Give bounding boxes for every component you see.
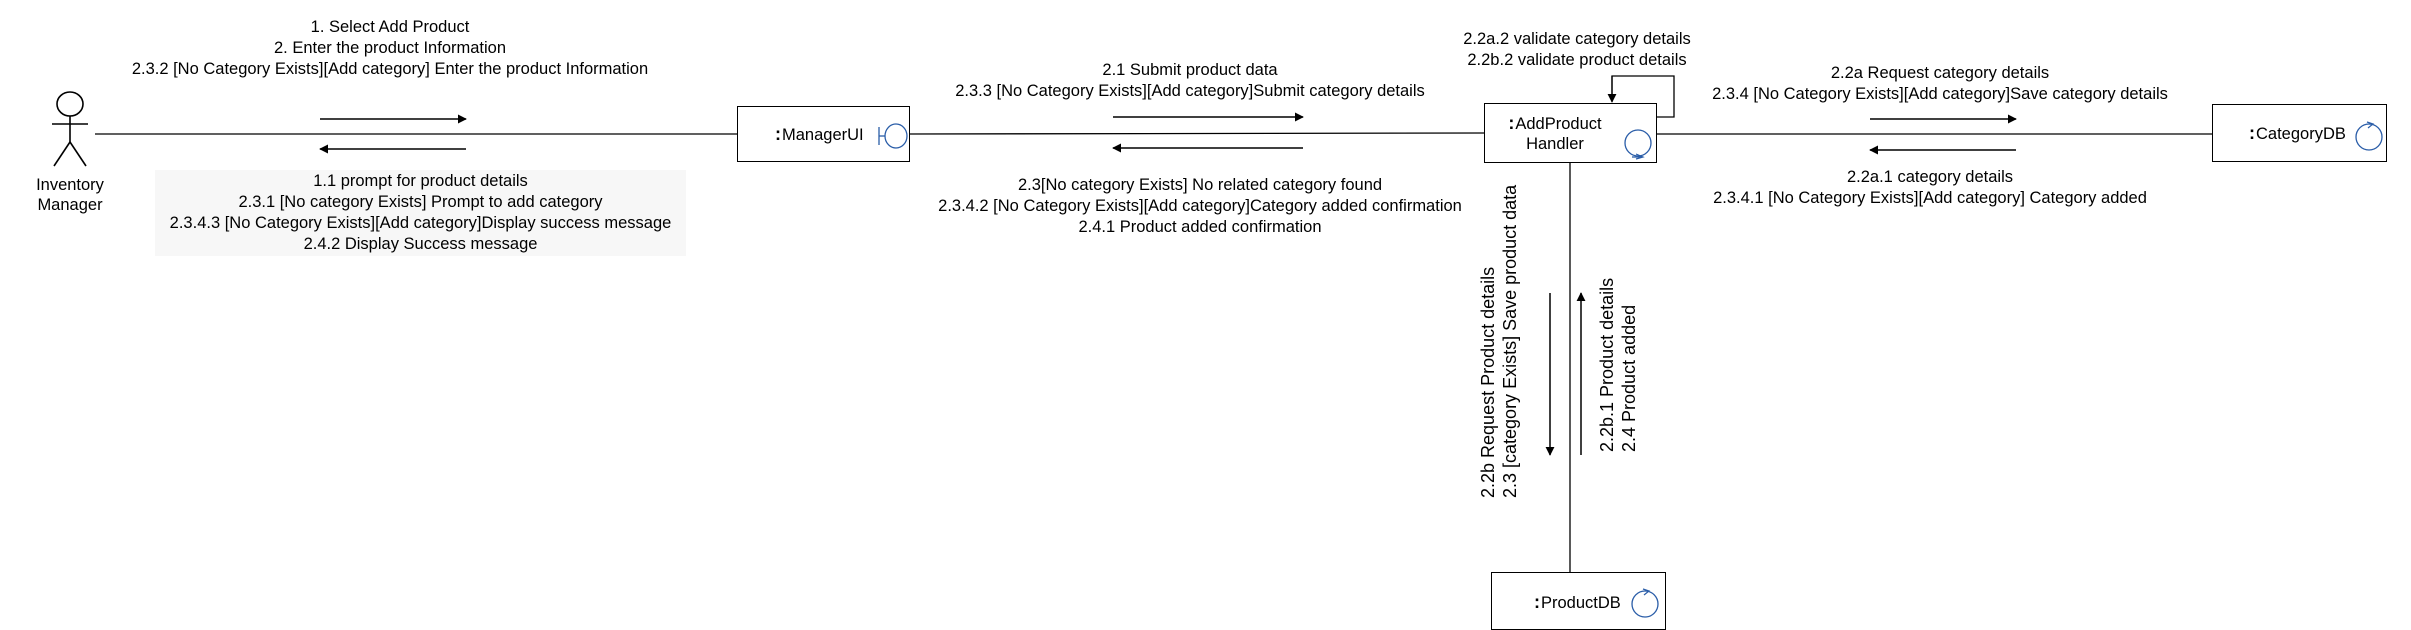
addproducthandler-object[interactable]: :AddProduct Handler (1484, 103, 1657, 163)
msg-managerui-to-actor: 1.1 prompt for product details 2.3.1 [No… (155, 171, 686, 255)
msg-self-loop: 2.2a.2 validate category details 2.2b.2 … (1447, 29, 1707, 71)
productdb-object[interactable]: :ProductDB (1491, 572, 1666, 630)
link-managerui-handler (909, 132, 1485, 135)
handler-prefix: : (1508, 113, 1515, 133)
categorydb-name: CategoryDB (2256, 125, 2346, 143)
message-label: 2.1 Submit product data (1102, 61, 1278, 79)
message-label: 2.3.1 [No category Exists] Prompt to add… (238, 193, 603, 211)
productdb-name: ProductDB (1541, 594, 1621, 612)
control-icon (1624, 129, 1652, 160)
msg-actor-to-managerui: 1. Select Add Product 2. Enter the produ… (130, 17, 650, 80)
managerui-prefix: : (775, 124, 781, 144)
message-label: 2.4 Product added (1619, 304, 1639, 452)
message-label: 2.3.4.2 [No Category Exists][Add categor… (938, 197, 1462, 215)
message-label: 2.2a Request category details (1830, 64, 2050, 82)
message-label: 2.3[No category Exists] No related categ… (1017, 176, 1383, 194)
message-label: 2.4.2 Display Success message (303, 235, 538, 253)
message-label: 2.2b.2 validate product details (1467, 51, 1687, 69)
msg-handler-to-categorydb: 2.2a Request category details 2.3.4 [No … (1680, 63, 2200, 105)
actor-label: Inventory Manager (36, 176, 104, 214)
message-label: 2.2a.1 category details (1846, 168, 2014, 186)
actor-figure (52, 91, 88, 167)
boundary-icon (878, 123, 908, 149)
message-label: 2.2a.2 validate category details (1463, 30, 1691, 48)
msg-categorydb-to-handler: 2.2a.1 category details 2.3.4.1 [No Cate… (1670, 167, 2190, 209)
message-label: 2. Enter the product Information (273, 39, 507, 57)
categorydb-object[interactable]: :CategoryDB (2212, 104, 2387, 162)
message-label: 2.3 [category Exists] Save product data (1500, 184, 1520, 498)
message-label: 2.2b.1 Product details (1597, 277, 1617, 452)
entity-control-icon (1631, 588, 1659, 618)
message-label: 1.1 prompt for product details (313, 172, 528, 190)
message-label: 2.3.3 [No Category Exists][Add category]… (955, 82, 1425, 100)
msg-handler-to-productdb: 2.2b Request Product details 2.3 [catego… (1477, 184, 1521, 498)
managerui-name: ManagerUI (782, 126, 864, 144)
message-label: 2.3.4.3 [No Category Exists][Add categor… (169, 214, 672, 232)
entity-control-icon (2355, 121, 2383, 151)
msg-managerui-to-handler: 2.1 Submit product data 2.3.3 [No Catego… (930, 60, 1450, 102)
msg-productdb-to-handler: 2.2b.1 Product details 2.4 Product added (1596, 277, 1640, 452)
categorydb-prefix: : (2249, 123, 2255, 143)
message-label: 1. Select Add Product (310, 18, 470, 36)
productdb-prefix: : (1534, 592, 1540, 612)
message-label: 2.3.4.1 [No Category Exists][Add categor… (1713, 189, 2147, 207)
message-label: 2.4.1 Product added confirmation (1078, 218, 1322, 236)
message-label: 2.3.2 [No Category Exists][Add category]… (131, 60, 649, 78)
managerui-object[interactable]: :ManagerUI (737, 106, 910, 162)
message-label: 2.3.4 [No Category Exists][Add category]… (1712, 85, 2168, 103)
message-label: 2.2b Request Product details (1478, 266, 1498, 498)
return-label-shade (155, 170, 686, 256)
handler-name: AddProduct Handler (1515, 115, 1602, 153)
msg-handler-to-managerui: 2.3[No category Exists] No related categ… (900, 175, 1500, 238)
